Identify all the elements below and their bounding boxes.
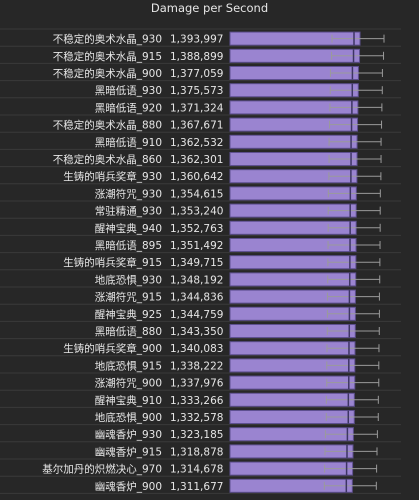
value-label: 1,362,532 [170,137,223,149]
category-label: 生铸的哨兵奖章_930 [63,170,162,183]
chart-title: Damage per Second [151,1,268,15]
rows-layer: 不稳定的奥术水晶_930 1,393,997 不稳定的奥术水晶_915 1,388,8… [42,31,385,493]
category-label: 涨潮符咒_930 [95,187,162,200]
category-label: 生铸的哨兵奖章_915 [63,256,162,269]
value-label: 1,333,266 [170,395,224,407]
value-label: 1,371,324 [170,102,224,114]
category-label: 幽魂香炉_900 [95,480,162,493]
value-label: 1,348,192 [170,274,223,286]
category-label: 黑暗低语_880 [95,325,162,338]
value-label: 1,337,976 [170,378,224,390]
category-label: 涨潮符咒_900 [95,377,162,390]
value-label: 1,377,059 [170,68,223,80]
value-label: 1,375,573 [170,85,223,97]
category-label: 黑暗低语_920 [95,101,162,114]
category-label: 地底恐惧_915 [95,359,162,372]
category-label: 幽魂香炉_930 [95,428,162,441]
category-label: 不稳定的奥术水晶_860 [53,153,162,166]
value-label: 1,362,301 [170,154,223,166]
category-label: 黑暗低语_895 [95,239,162,252]
value-label: 1,344,836 [170,292,224,304]
value-label: 1,349,715 [170,257,223,269]
category-label: 地底恐惧_930 [95,273,162,286]
category-label: 地底恐惧_900 [95,411,162,424]
value-label: 1,340,083 [170,343,223,355]
category-label: 常驻精通_930 [95,205,162,218]
category-label: 不稳定的奥术水晶_930 [53,33,162,46]
category-label: 不稳定的奥术水晶_900 [53,67,162,80]
value-label: 1,311,677 [170,481,223,493]
category-label: 醒神宝典_925 [95,308,162,321]
category-label: 基尔加丹的炽燃决心_970 [42,463,162,476]
value-label: 1,352,763 [170,223,223,235]
value-label: 1,354,615 [170,188,223,200]
category-label: 生铸的哨兵奖章_900 [63,342,162,355]
category-label: 幽魂香炉_915 [95,445,162,458]
category-label: 涨潮符咒_915 [95,291,162,304]
value-label: 1,338,222 [170,360,223,372]
value-label: 1,323,185 [170,429,223,441]
value-label: 1,318,878 [170,446,223,458]
value-label: 1,344,759 [170,309,223,321]
value-label: 1,393,997 [170,34,223,46]
value-label: 1,351,492 [170,240,223,252]
category-label: 醒神宝典_940 [95,222,162,235]
category-label: 不稳定的奥术水晶_880 [53,119,162,132]
value-label: 1,388,899 [170,51,223,63]
value-label: 1,360,642 [170,171,223,183]
value-label: 1,353,240 [170,206,223,218]
value-label: 1,332,578 [170,412,223,424]
category-label: 黑暗低语_910 [95,136,162,149]
grid-layer [0,28,401,494]
value-label: 1,314,678 [170,464,223,476]
category-label: 醒神宝典_910 [95,394,162,407]
category-label: 黑暗低语_930 [95,84,162,97]
category-label: 不稳定的奥术水晶_915 [53,50,162,63]
value-label: 1,343,350 [170,326,223,338]
value-label: 1,367,671 [170,120,223,132]
